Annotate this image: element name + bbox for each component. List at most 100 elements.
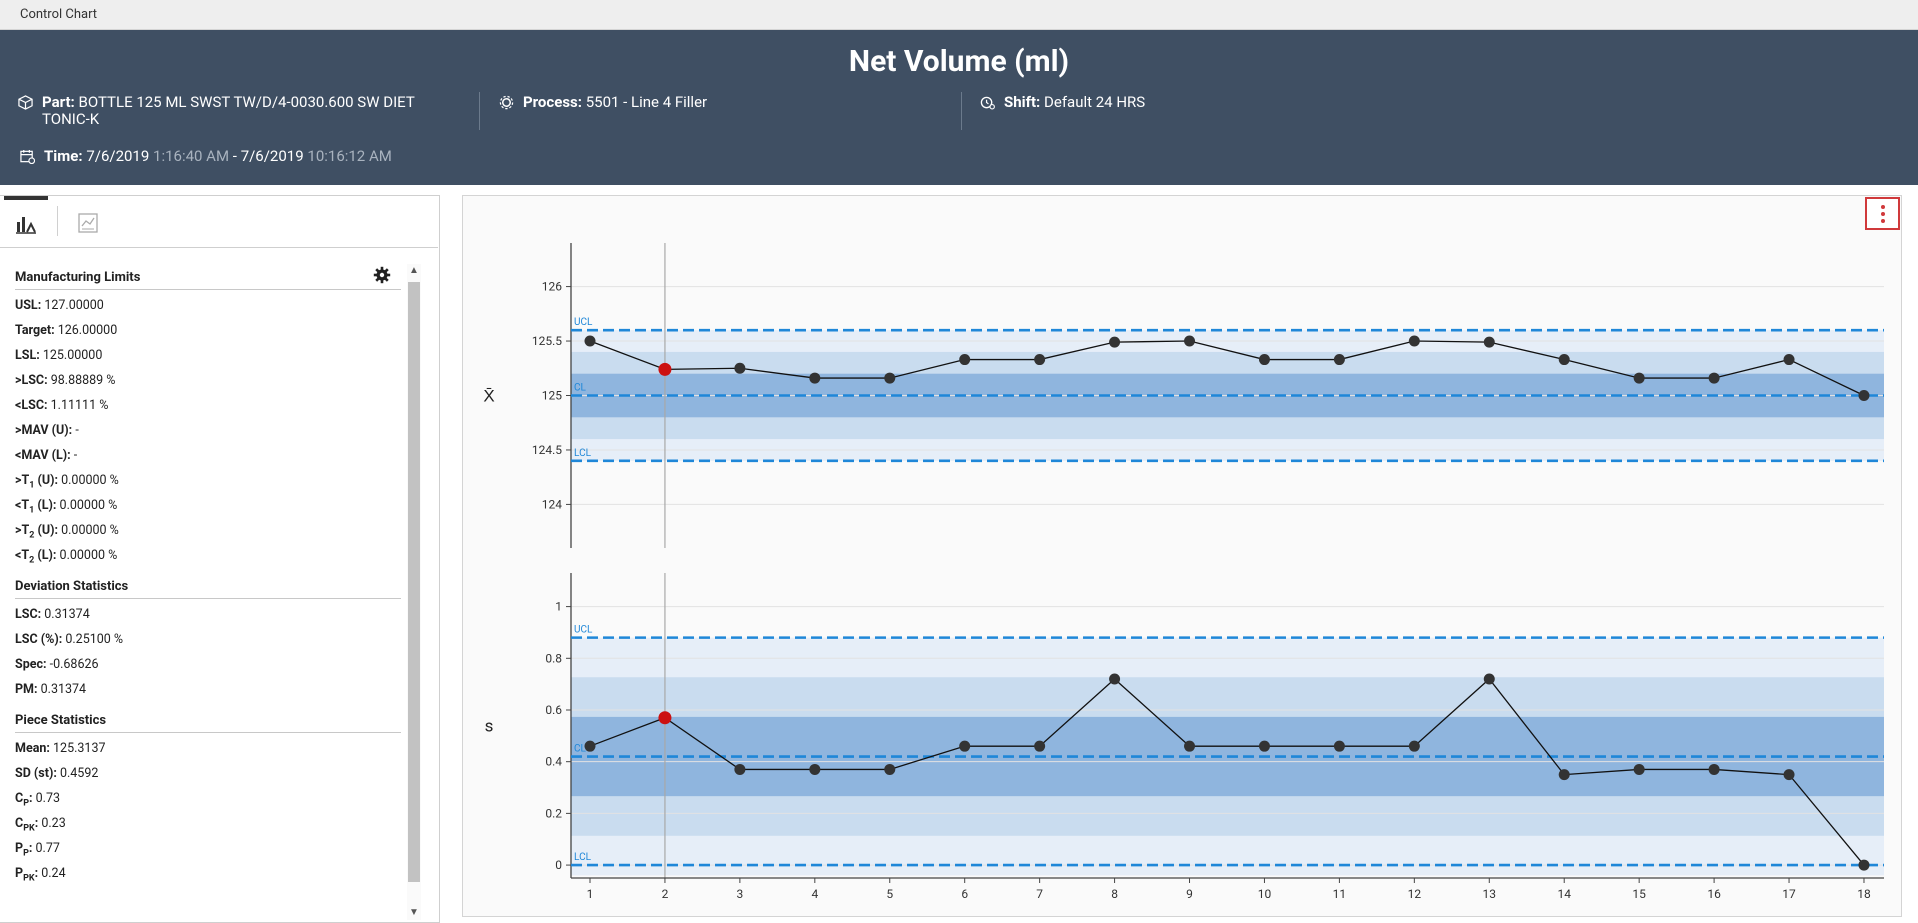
stat-value: - bbox=[72, 423, 79, 438]
stat-value: - bbox=[70, 448, 78, 463]
part-value-line2: TONIC-K bbox=[42, 110, 100, 128]
stat-row: >T2 (U): 0.00000 % bbox=[15, 523, 401, 548]
stat-row: CP: 0.73 bbox=[15, 791, 401, 816]
chart-header: Net Volume (ml) Part: BOTTLE 125 ML SWST… bbox=[0, 30, 1918, 185]
panel-tabs bbox=[0, 196, 438, 248]
stat-value: 0.31374 bbox=[41, 607, 90, 622]
stat-label: >T1 (U): bbox=[15, 473, 59, 491]
scroll-down-icon[interactable]: ▼ bbox=[409, 907, 419, 918]
part-value: BOTTLE 125 ML SWST TW/D/4-0030.600 SW DI… bbox=[78, 93, 415, 111]
stat-row: >MAV (U): - bbox=[15, 423, 401, 448]
time-start-time: 1:16:40 AM bbox=[153, 147, 230, 165]
section-title: Deviation Statistics bbox=[15, 575, 401, 599]
stat-row: Target: 126.00000 bbox=[15, 323, 401, 348]
stat-label: CP: bbox=[15, 791, 33, 809]
statistics-list: Manufacturing Limits USL: 127.00000 Target… bbox=[15, 266, 401, 891]
stat-label: <T1 (L): bbox=[15, 498, 57, 516]
panel-scrollbar[interactable]: ▲ ▼ bbox=[407, 264, 421, 920]
stat-value: 0.73 bbox=[32, 791, 61, 806]
stat-value: 0.23 bbox=[38, 816, 66, 831]
stat-row: >T1 (U): 0.00000 % bbox=[15, 473, 401, 498]
stat-row: <LSC: 1.11111 % bbox=[15, 398, 401, 423]
stat-label: Target: bbox=[15, 323, 55, 338]
stat-value: 0.4592 bbox=[56, 766, 99, 781]
shift-value: Default 24 HRS bbox=[1044, 93, 1146, 111]
stat-value: 0.31374 bbox=[37, 682, 87, 697]
settings-gear-icon[interactable] bbox=[373, 266, 391, 284]
stat-label: Spec: bbox=[15, 657, 47, 672]
stat-label: LSL: bbox=[15, 348, 40, 363]
time-end-time: 10:16:12 AM bbox=[307, 147, 392, 165]
chart-panel bbox=[462, 195, 1902, 917]
stat-row: SD (st): 0.4592 bbox=[15, 766, 401, 791]
stat-value: 0.00000 % bbox=[58, 473, 119, 488]
stat-label: LSC: bbox=[15, 607, 42, 622]
stat-value: -0.68626 bbox=[46, 657, 99, 672]
stat-row: Spec: -0.68626 bbox=[15, 657, 401, 682]
header-divider bbox=[961, 92, 962, 130]
stat-row: LSL: 125.00000 bbox=[15, 348, 401, 373]
tab-statistics[interactable] bbox=[15, 212, 37, 234]
stat-value: 1.11111 % bbox=[47, 398, 109, 413]
stat-label: USL: bbox=[15, 298, 42, 313]
stat-label: >T2 (U): bbox=[15, 523, 59, 541]
box-icon bbox=[18, 95, 33, 110]
stat-value: 0.00000 % bbox=[56, 548, 118, 563]
stat-row: >LSC: 98.88889 % bbox=[15, 373, 401, 398]
process-value: 5501 - Line 4 Filler bbox=[585, 93, 708, 111]
section-title: Piece Statistics bbox=[15, 709, 401, 733]
stat-value: 98.88889 % bbox=[47, 373, 116, 388]
stat-label: PPK: bbox=[15, 866, 39, 884]
process-gear-icon bbox=[499, 95, 514, 110]
stat-row: Mean: 125.3137 bbox=[15, 741, 401, 766]
stat-label: <MAV (L): bbox=[15, 448, 71, 463]
stat-row: <T1 (L): 0.00000 % bbox=[15, 498, 401, 523]
stat-label: PM: bbox=[15, 682, 38, 697]
part-label: Part: bbox=[42, 93, 75, 111]
section-title-text: Piece Statistics bbox=[15, 713, 107, 728]
page-title: Net Volume (ml) bbox=[848, 44, 1070, 79]
scroll-thumb[interactable] bbox=[408, 282, 420, 882]
stat-value: 0.25100 % bbox=[62, 632, 124, 647]
stat-label: LSC (%): bbox=[15, 632, 63, 647]
stat-label: Mean: bbox=[15, 741, 50, 756]
stat-value: 0.00000 % bbox=[56, 498, 118, 513]
stat-row: <MAV (L): - bbox=[15, 448, 401, 473]
stat-row: LSC: 0.31374 bbox=[15, 607, 401, 632]
stat-value: 125.3137 bbox=[49, 741, 106, 756]
shift-label: Shift: bbox=[1004, 93, 1041, 111]
stat-row: PM: 0.31374 bbox=[15, 682, 401, 707]
stat-value: 0.24 bbox=[38, 866, 66, 881]
stat-label: SD (st): bbox=[15, 766, 57, 781]
stat-label: >MAV (U): bbox=[15, 423, 73, 438]
header-divider bbox=[479, 92, 480, 130]
stat-label: >LSC: bbox=[15, 373, 48, 388]
stat-row: PPK: 0.24 bbox=[15, 866, 401, 891]
stat-value: 0.00000 % bbox=[58, 523, 119, 538]
section-title-text: Manufacturing Limits bbox=[15, 270, 141, 285]
stat-value: 126.00000 bbox=[54, 323, 118, 338]
more-vertical-icon bbox=[1881, 205, 1885, 209]
stat-value: 127.00000 bbox=[41, 298, 104, 313]
stat-label: CPK: bbox=[15, 816, 39, 834]
statistics-panel: Manufacturing Limits USL: 127.00000 Target… bbox=[0, 195, 440, 923]
tab-chart-report[interactable] bbox=[77, 212, 99, 234]
tab-divider bbox=[57, 206, 58, 236]
stat-value: 125.00000 bbox=[39, 348, 103, 363]
shift-clock-icon bbox=[980, 96, 995, 110]
stat-row: LSC (%): 0.25100 % bbox=[15, 632, 401, 657]
more-vertical-icon bbox=[1881, 212, 1885, 216]
stat-label: <T2 (L): bbox=[15, 548, 57, 566]
stat-label: <LSC: bbox=[15, 398, 48, 413]
stat-row: <T2 (L): 0.00000 % bbox=[15, 548, 401, 573]
time-label: Time: bbox=[44, 147, 83, 165]
time-end-date: 7/6/2019 bbox=[240, 147, 304, 165]
stat-row: USL: 127.00000 bbox=[15, 298, 401, 323]
time-start-date: 7/6/2019 bbox=[86, 147, 150, 165]
stat-value: 0.77 bbox=[32, 841, 60, 856]
time-separator: - bbox=[232, 147, 237, 165]
window-title: Control Chart bbox=[0, 0, 1918, 30]
scroll-up-icon[interactable]: ▲ bbox=[409, 265, 419, 276]
stat-row: CPK: 0.23 bbox=[15, 816, 401, 841]
chart-menu-button[interactable] bbox=[1865, 197, 1900, 230]
